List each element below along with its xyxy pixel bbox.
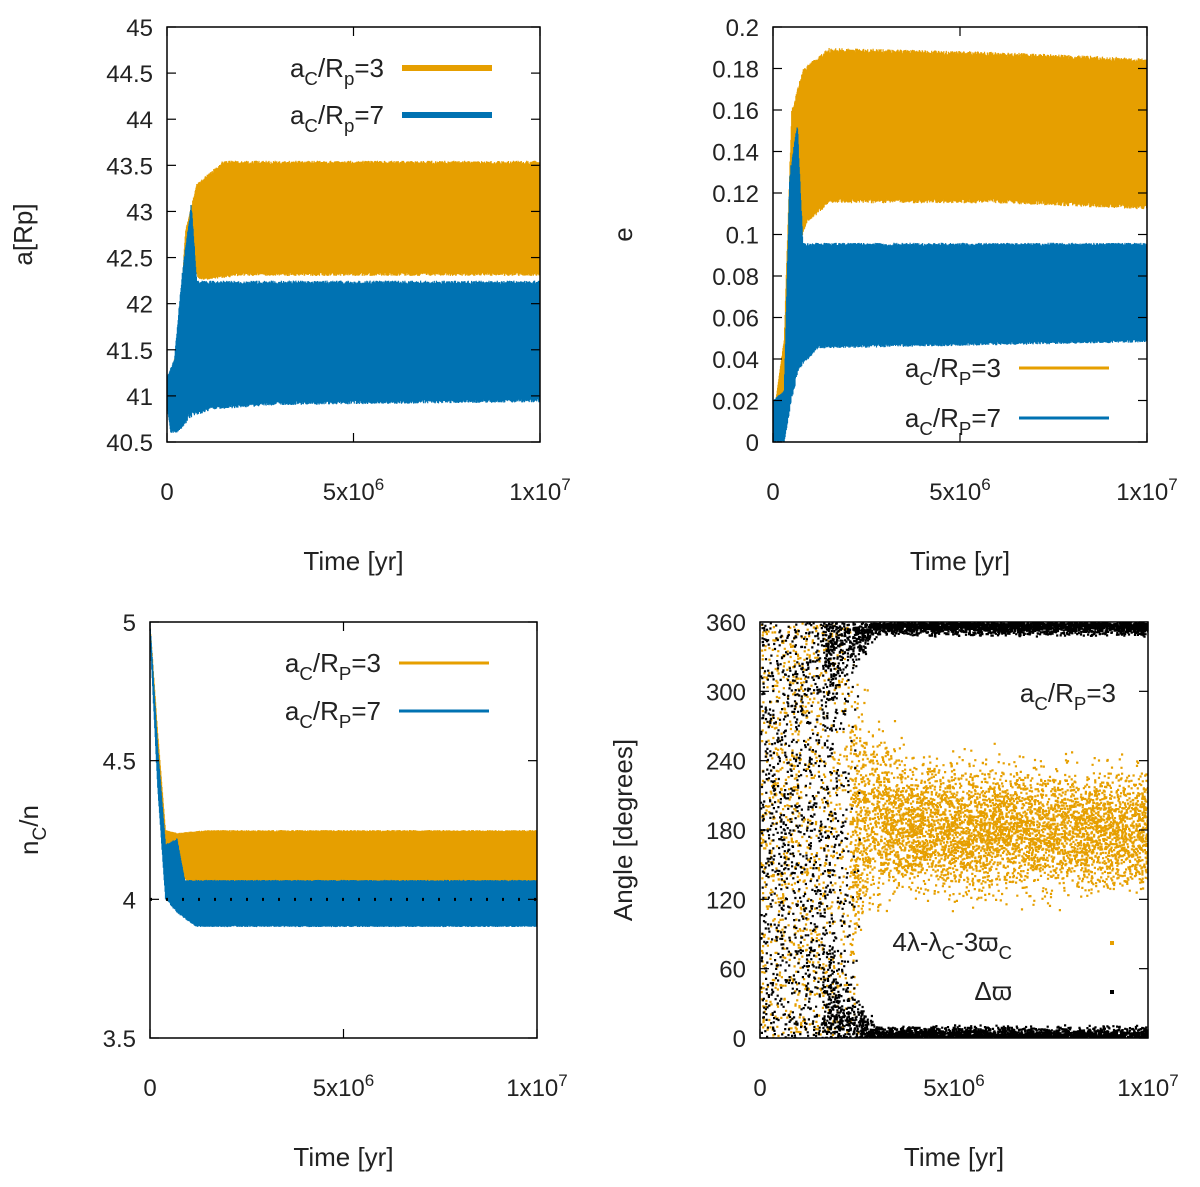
y-axis-label: Angle [degrees] [608,739,638,921]
x-tick-label: 0 [160,479,173,506]
y-tick-label: 60 [719,957,746,984]
y-tick-label: 0.02 [712,389,759,416]
y-axis-label: nC/n [14,805,51,855]
series-1-band [150,622,537,883]
y-tick-label: 0 [733,1026,746,1053]
y-tick-label: 0.2 [726,15,759,42]
y-tick-label: 0.1 [726,223,759,250]
legend-label-1: 4λ-λC-3ϖC [892,927,1012,963]
x-tick-label: 0 [766,479,779,506]
figure: 40.54141.54242.54343.54444.5450 5x106 1x10… [0,0,1200,1187]
y-tick-label: 0.12 [712,181,759,208]
x-tick-label: 5x106 [313,1071,375,1102]
x-tick-label: 0 [143,1075,156,1102]
legend-label-2: aC/Rp=7 [290,100,384,136]
x-axis-label: Time [yr] [293,1142,393,1172]
x-axis-label: Time [yr] [910,546,1010,576]
y-tick-label: 4 [123,887,136,914]
legend-swatch-2 [1110,990,1114,994]
y-tick-label: 4.5 [103,749,136,776]
y-tick-label: 0.04 [712,347,759,374]
y-tick-label: 42.5 [106,246,153,273]
y-axis-label: e [608,227,638,241]
legend-label-1: aC/Rp=3 [290,53,384,89]
y-tick-label: 0 [746,430,759,457]
chart-n: 3.5 4 4.5 5 0 5x106 1x107 Time [yr] nC/n aC/RP=3 a… [14,610,568,1172]
legend-label-1: aC/RP=3 [905,353,1001,389]
y-tick-label: 42 [126,292,153,319]
x-axis-label: Time [yr] [904,1142,1004,1172]
y-tick-label: 180 [706,818,746,845]
y-tick-label: 360 [706,610,746,637]
y-tick-label: 43 [126,199,153,226]
x-tick-label: 5x106 [323,475,385,506]
y-tick-label: 0.16 [712,98,759,125]
y-tick-label: 0.14 [712,140,759,167]
x-tick-label: 1x107 [506,1071,568,1102]
legend-swatch-1 [1110,941,1114,945]
y-tick-label: 5 [123,610,136,637]
x-tick-label: 1x107 [1117,1071,1179,1102]
annotation-label: aC/RP=3 [1020,678,1116,714]
y-tick-label: 44 [126,107,153,134]
x-tick-label: 1x107 [1116,475,1178,506]
y-tick-label: 0.06 [712,306,759,333]
x-tick-label: 0 [753,1075,766,1102]
x-tick-label: 5x106 [923,1071,985,1102]
y-tick-label: 240 [706,749,746,776]
y-tick-label: 0.08 [712,264,759,291]
chart-e: 0 0.02 0.04 0.06 0.08 0.1 0.12 0.14 0.16 0.18 0.2 0… [608,15,1178,576]
y-tick-label: 120 [706,887,746,914]
legend-label-2: aC/RP=7 [285,696,381,732]
y-tick-label: 44.5 [106,61,153,88]
x-axis-label: Time [yr] [303,546,403,576]
chart-angle: 0 60 120 180 240 300 360 0 5x106 1x107 Time [yr] An… [608,610,1179,1172]
plot-area [167,161,540,433]
y-axis-label: a[Rp] [8,203,38,265]
x-tick-label: 1x107 [509,475,571,506]
y-tick-label: 40.5 [106,430,153,457]
x-tick-label: 5x106 [929,475,991,506]
legend-label-1: aC/RP=3 [285,648,381,684]
y-tick-label: 0.18 [712,57,759,84]
legend-label-2: Δϖ [974,976,1012,1006]
chart-a: 40.5 41 41.5 42 42.5 43 43.5 44 44.5 45 0 5x106 1x10… [8,15,571,576]
y-tick-label: 43.5 [106,153,153,180]
y-tick-label: 41 [126,384,153,411]
y-tick-label: 3.5 [103,1026,136,1053]
y-tick-label: 41.5 [106,338,153,365]
legend-label-2: aC/RP=7 [905,403,1001,439]
y-tick-label: 45 [126,15,153,42]
y-tick-label: 300 [706,679,746,706]
